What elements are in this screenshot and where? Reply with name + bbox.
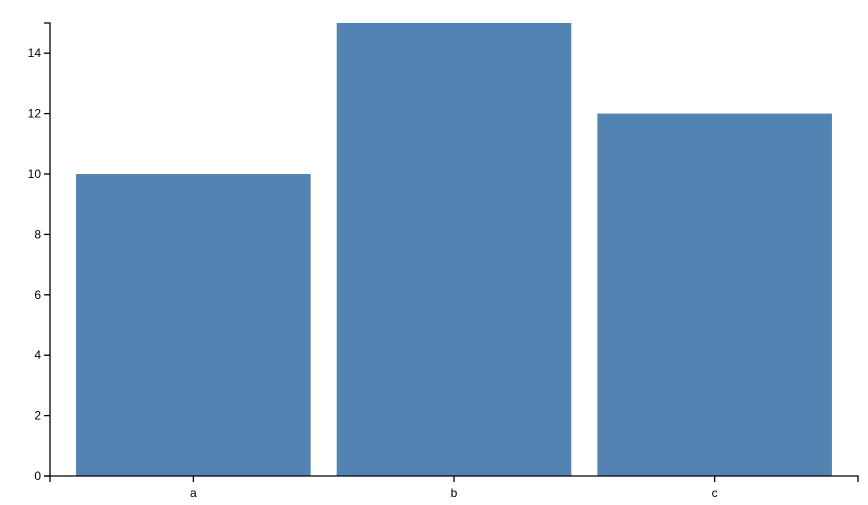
- bars: [76, 23, 832, 476]
- bar-c: [597, 113, 832, 476]
- y-tick-8: 8: [34, 227, 50, 241]
- x-axis: a b c: [49, 475, 859, 500]
- y-tick-10: 10: [28, 167, 50, 181]
- y-tick-label: 2: [34, 409, 41, 423]
- y-tick-4: 4: [34, 348, 50, 362]
- y-tick-label: 8: [34, 227, 41, 241]
- y-tick-label: 6: [34, 288, 41, 302]
- x-tick-label: b: [451, 486, 458, 500]
- y-tick-label: 10: [28, 167, 42, 181]
- x-tick-c: c: [712, 476, 718, 500]
- y-tick-14: 14: [28, 46, 50, 60]
- y-axis-line: [44, 22, 51, 477]
- y-tick-2: 2: [34, 409, 50, 423]
- y-tick-label: 0: [34, 469, 41, 483]
- x-tick-label: a: [190, 486, 197, 500]
- bar-b: [336, 23, 572, 476]
- x-tick-a: a: [190, 476, 197, 500]
- y-tick-label: 14: [28, 46, 42, 60]
- y-tick-label: 12: [28, 107, 42, 121]
- y-tick-6: 6: [34, 288, 50, 302]
- x-axis-line: [49, 475, 859, 482]
- bar-a: [76, 174, 311, 476]
- y-tick-label: 4: [34, 348, 41, 362]
- y-tick-12: 12: [28, 107, 50, 121]
- y-axis: 0 2 4 6 8 10 12 14: [28, 22, 51, 483]
- x-tick-b: b: [451, 476, 458, 500]
- x-tick-label: c: [712, 486, 718, 500]
